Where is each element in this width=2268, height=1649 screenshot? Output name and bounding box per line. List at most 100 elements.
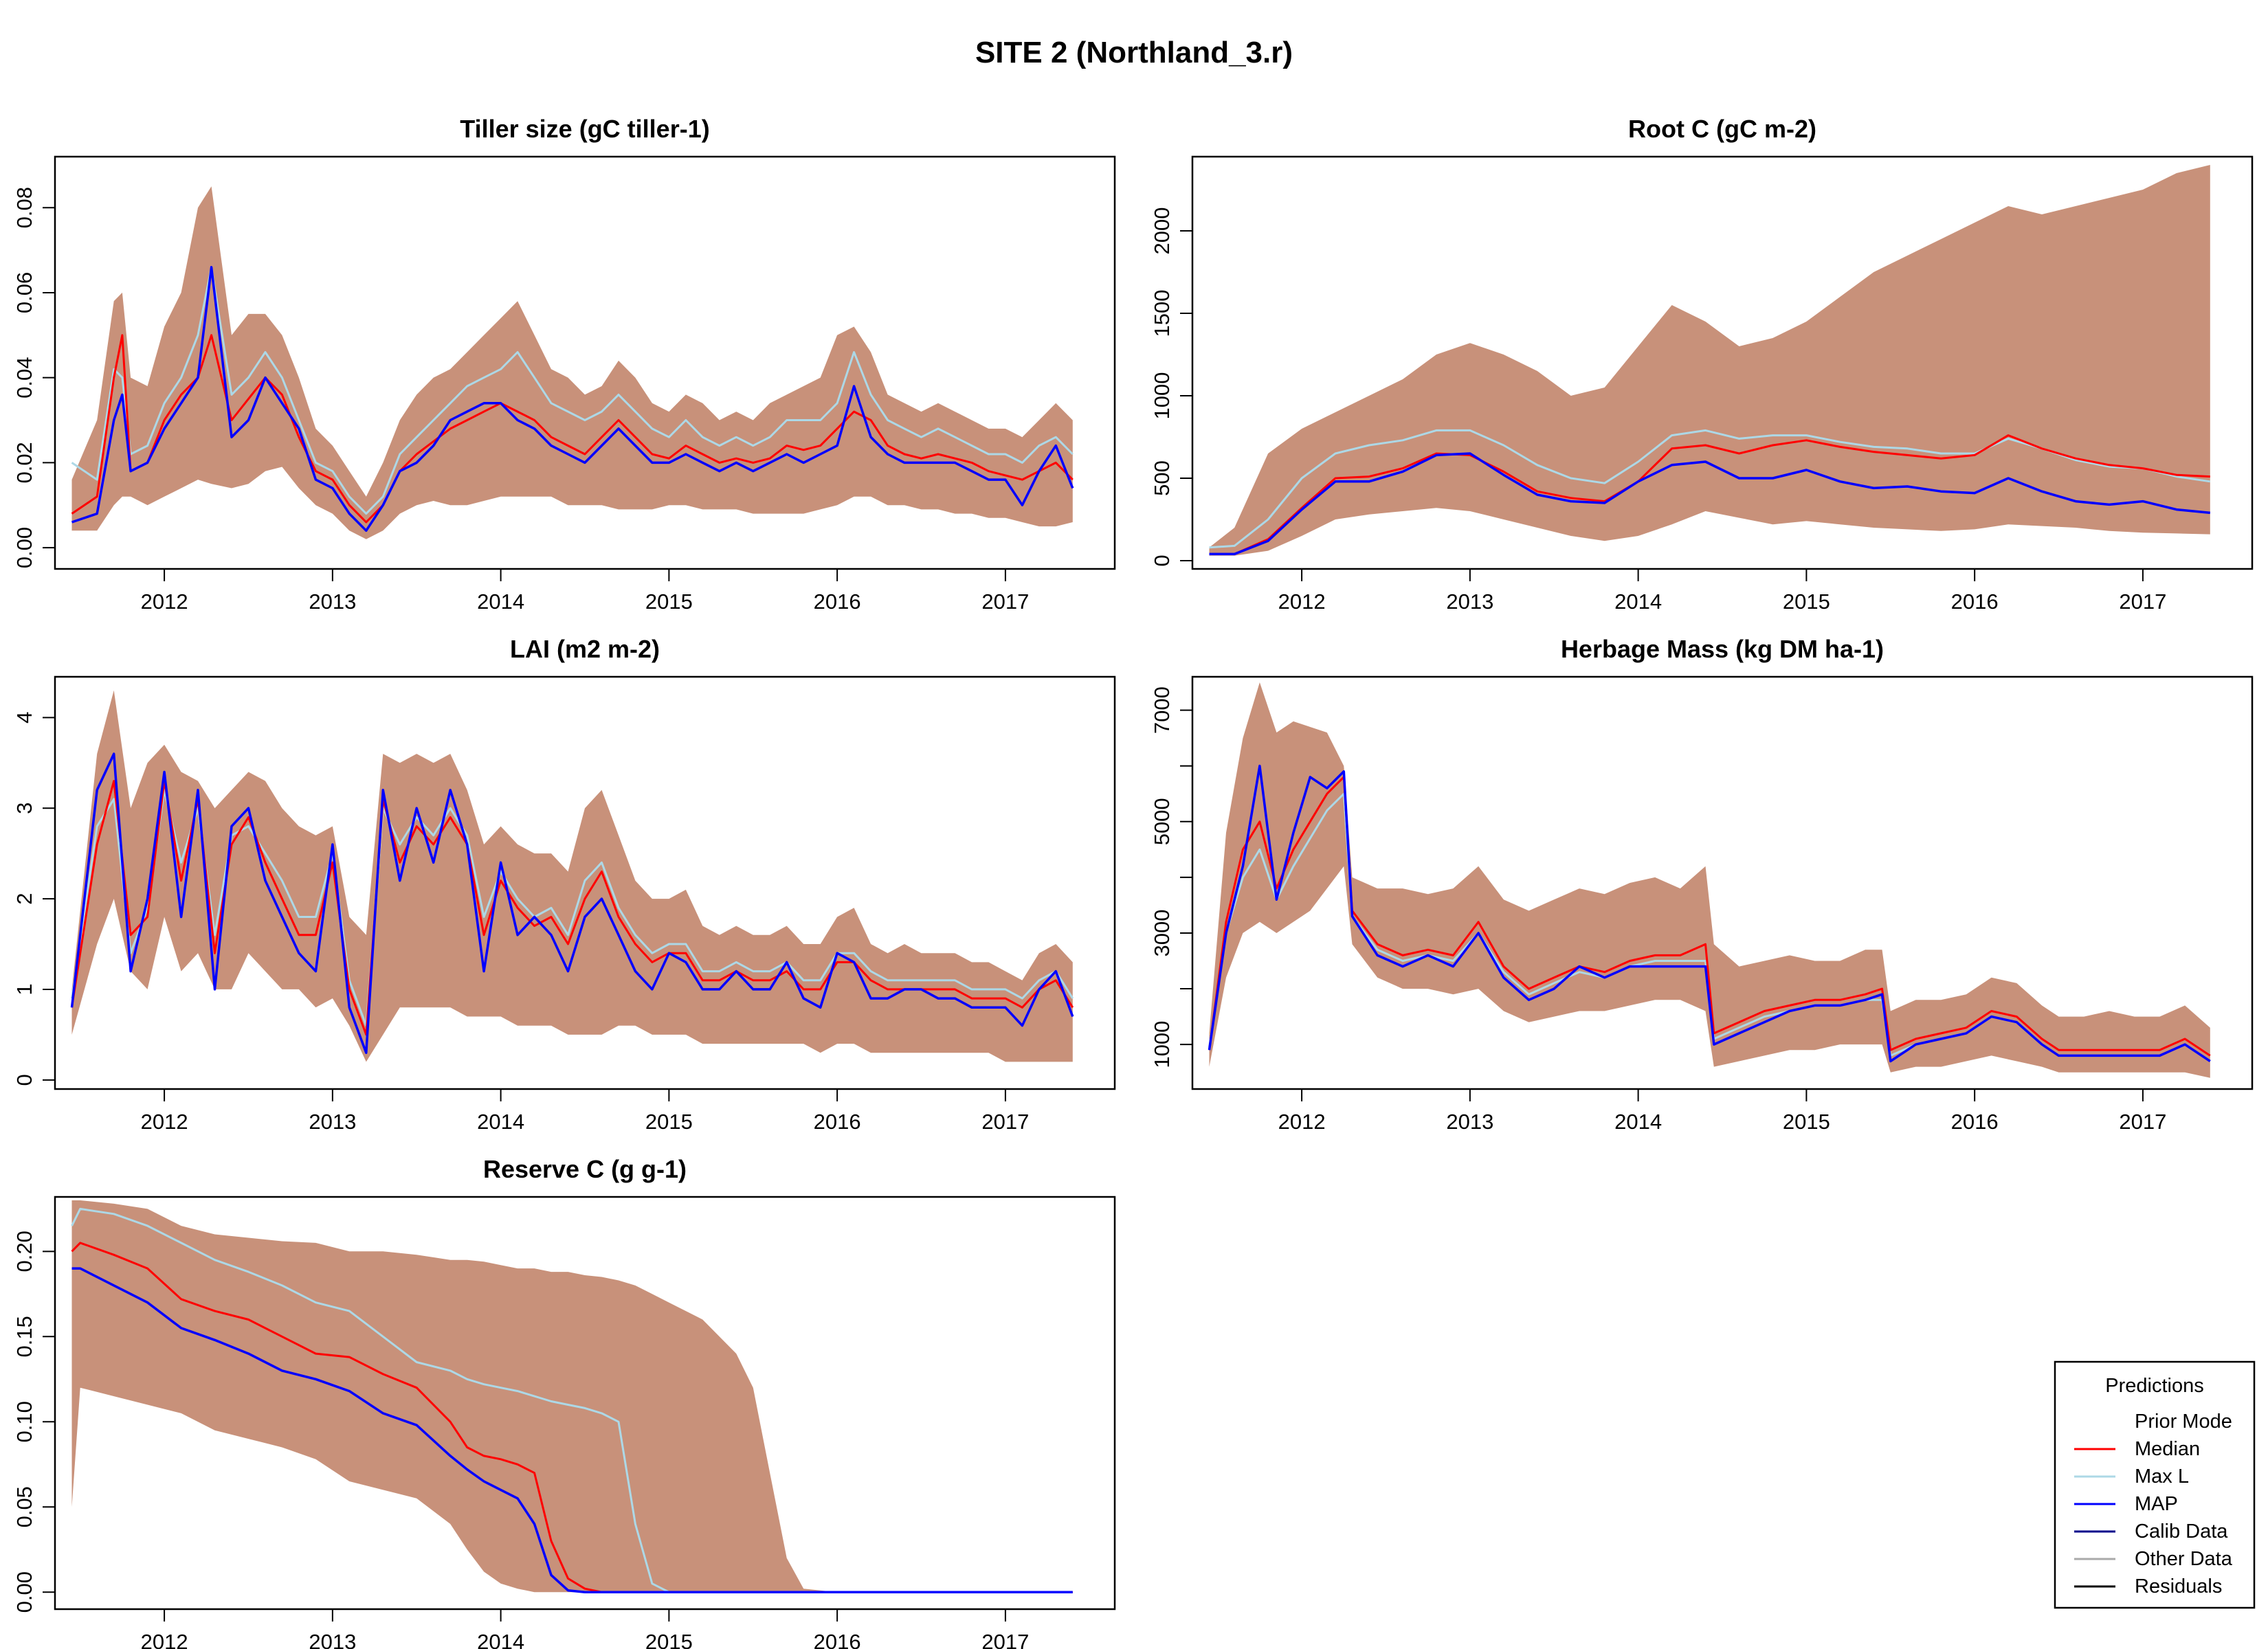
series-line-max-l <box>71 266 1074 515</box>
y-tick-label: 5000 <box>1150 798 1174 845</box>
legend-item: Other Data <box>2074 1548 2233 1570</box>
y-tick-label: 0.20 <box>12 1231 36 1272</box>
y-tick-label: 1500 <box>1150 290 1174 337</box>
x-tick-label: 2012 <box>1278 590 1326 614</box>
x-tick-label: 2017 <box>981 1110 1029 1134</box>
panel-title: Herbage Mass (kg DM ha-1) <box>1561 635 1884 663</box>
plot-frame <box>54 155 1116 570</box>
panel-5: Reserve C (g g-1) 2012 2013 2014 2015 2016 201… <box>12 1155 1116 1649</box>
x-tick-label: 2017 <box>981 590 1029 614</box>
uncertainty-band <box>71 1200 1073 1593</box>
x-tick-label: 2012 <box>141 590 188 614</box>
x-tick-label: 2012 <box>141 1110 188 1134</box>
x-tick-label: 2014 <box>477 1110 524 1134</box>
legend-item: Median <box>2074 1438 2200 1460</box>
x-tick-label: 2013 <box>309 1110 356 1134</box>
y-tick-label: 0.00 <box>12 1571 36 1613</box>
x-tick-label: 2017 <box>2119 590 2166 614</box>
panel-1: Tiller size (gC tiller-1) 2012 2013 2014 201… <box>12 115 1116 614</box>
y-tick-label: 3000 <box>1150 909 1174 956</box>
panel-title: Reserve C (g g-1) <box>483 1155 687 1183</box>
y-tick-label: 1 <box>12 983 36 995</box>
uncertainty-band <box>71 186 1073 539</box>
y-tick-label: 0 <box>1150 554 1174 566</box>
panel-3: LAI (m2 m-2) 2012 2013 2014 2015 2016 2017 0 1 2 3… <box>12 635 1116 1134</box>
x-tick-label: 2013 <box>1446 1110 1493 1134</box>
series-line-map <box>71 266 1074 532</box>
series-line-map <box>1208 764 2211 1063</box>
x-tick-label: 2012 <box>1278 1110 1326 1134</box>
series-line-median <box>1208 776 2211 1057</box>
y-tick-label: 7000 <box>1150 686 1174 734</box>
legend-label: Prior Mode <box>2135 1411 2232 1433</box>
legend-label: Median <box>2135 1438 2200 1460</box>
x-tick-label: 2013 <box>309 1630 356 1649</box>
y-tick-label: 0.15 <box>12 1316 36 1357</box>
legend-item: Prior Mode <box>2135 1411 2232 1433</box>
y-tick-label: 4 <box>12 712 36 723</box>
series-line-map <box>70 752 1074 1055</box>
x-tick-label: 2016 <box>814 590 861 614</box>
uncertainty-band <box>1209 682 2210 1078</box>
x-tick-label: 2013 <box>309 590 356 614</box>
plot-frame <box>54 1196 1116 1611</box>
plot-frame <box>54 675 1116 1090</box>
y-tick-label: 2 <box>12 893 36 904</box>
legend-item: Max L <box>2074 1466 2189 1488</box>
uncertainty-band <box>1209 165 2210 556</box>
series-line-median <box>1209 434 2210 555</box>
plot-frame <box>1191 675 2254 1090</box>
x-tick-label: 2015 <box>645 1110 693 1134</box>
y-tick-label: 3 <box>12 803 36 814</box>
legend-item: Calib Data <box>2074 1521 2228 1543</box>
x-tick-label: 2017 <box>981 1630 1029 1649</box>
legend-item: Residuals <box>2074 1575 2222 1597</box>
legend-title: Predictions <box>2105 1375 2203 1397</box>
y-tick-label: 0.08 <box>12 187 36 228</box>
legend-box <box>2054 1360 2256 1609</box>
x-tick-label: 2016 <box>1951 590 1999 614</box>
page-title: SITE 2 (Northland_3.r) <box>975 36 1293 69</box>
x-tick-label: 2014 <box>477 1630 524 1649</box>
x-tick-label: 2015 <box>1783 1110 1830 1134</box>
x-tick-label: 2013 <box>1446 590 1493 614</box>
x-tick-label: 2015 <box>645 590 693 614</box>
y-tick-label: 0.00 <box>12 527 36 568</box>
series-line-map <box>1209 452 2210 556</box>
x-tick-label: 2014 <box>1614 590 1662 614</box>
x-tick-label: 2014 <box>1614 1110 1662 1134</box>
y-tick-label: 1000 <box>1150 372 1174 420</box>
panel-title: Tiller size (gC tiller-1) <box>460 115 709 143</box>
series-line-median <box>71 334 1074 524</box>
series-line-map <box>71 1267 1073 1593</box>
x-tick-label: 2017 <box>2119 1110 2166 1134</box>
legend-label: MAP <box>2135 1493 2178 1515</box>
y-tick-label: 2000 <box>1150 207 1174 255</box>
y-tick-label: 0.06 <box>12 272 36 313</box>
legend: Predictions Prior Mode Median Max L MAP Calib… <box>2054 1360 2256 1609</box>
x-tick-label: 2016 <box>1951 1110 1999 1134</box>
y-tick-label: 500 <box>1150 460 1174 496</box>
legend-item: MAP <box>2074 1493 2178 1515</box>
legend-label: Max L <box>2135 1466 2189 1488</box>
plot-frame <box>1191 155 2254 570</box>
x-tick-label: 2016 <box>814 1630 861 1649</box>
y-tick-label: 0.05 <box>12 1486 36 1527</box>
x-tick-label: 2015 <box>1783 590 1830 614</box>
y-tick-label: 0.10 <box>12 1401 36 1442</box>
x-tick-label: 2015 <box>645 1630 693 1649</box>
legend-label: Other Data <box>2135 1548 2233 1570</box>
y-tick-label: 0.04 <box>12 357 36 398</box>
y-tick-label: 0 <box>12 1074 36 1086</box>
series-line-max-l <box>71 789 1074 1027</box>
y-tick-label: 1000 <box>1150 1021 1174 1068</box>
legend-label: Residuals <box>2135 1575 2222 1597</box>
y-tick-label: 0.02 <box>12 442 36 483</box>
legend-label: Calib Data <box>2135 1521 2228 1543</box>
panel-title: Root C (gC m-2) <box>1628 115 1816 143</box>
uncertainty-band <box>71 690 1073 1062</box>
panel-4: Herbage Mass (kg DM ha-1) 2012 2013 2014 201… <box>1150 635 2254 1134</box>
panel-2: Root C (gC m-2) 2012 2013 2014 2015 2016 2017 0… <box>1150 115 2254 614</box>
